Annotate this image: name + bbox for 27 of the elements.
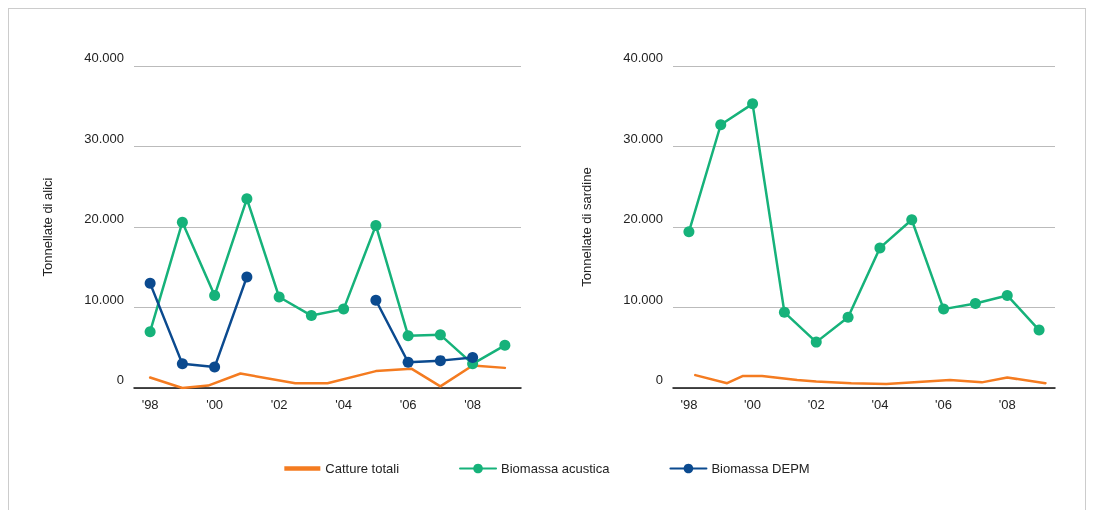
x-tick-label: '04 bbox=[335, 397, 353, 412]
legend-label: Biomassa acustica bbox=[501, 461, 611, 476]
y-tick-label: 0 bbox=[116, 372, 124, 387]
x-tick-label: '00 bbox=[206, 397, 224, 412]
x-tick-label: '98 bbox=[141, 397, 159, 412]
y-tick-label: 10.000 bbox=[84, 291, 124, 307]
y-tick-label: 20.000 bbox=[84, 211, 124, 226]
y-tick-label: 0 bbox=[655, 372, 663, 387]
x-tick-label: '06 bbox=[935, 397, 953, 412]
y-tick-label: 30.000 bbox=[623, 130, 663, 146]
x-tick-label: '08 bbox=[464, 397, 482, 412]
x-tick-label: '02 bbox=[807, 397, 825, 412]
y-axis-title: Tonnellate di sardine bbox=[579, 167, 594, 287]
y-tick-label: 10.000 bbox=[623, 291, 663, 307]
legend-label: Biomassa DEPM bbox=[711, 461, 810, 476]
x-tick-label: '00 bbox=[744, 397, 762, 412]
y-tick-label: 30.000 bbox=[84, 130, 124, 146]
x-tick-label: '04 bbox=[871, 397, 889, 412]
y-axis-title: Tonnellate di alici bbox=[40, 177, 55, 277]
x-tick-label: '06 bbox=[399, 397, 417, 412]
y-tick-label: 40.000 bbox=[623, 50, 663, 65]
x-tick-label: '02 bbox=[270, 397, 288, 412]
x-tick-label: '98 bbox=[680, 397, 698, 412]
legend-label: Catture totali bbox=[325, 461, 400, 476]
y-tick-label: 40.000 bbox=[84, 50, 124, 65]
y-tick-label: 20.000 bbox=[623, 211, 663, 226]
x-tick-label: '08 bbox=[998, 397, 1016, 412]
